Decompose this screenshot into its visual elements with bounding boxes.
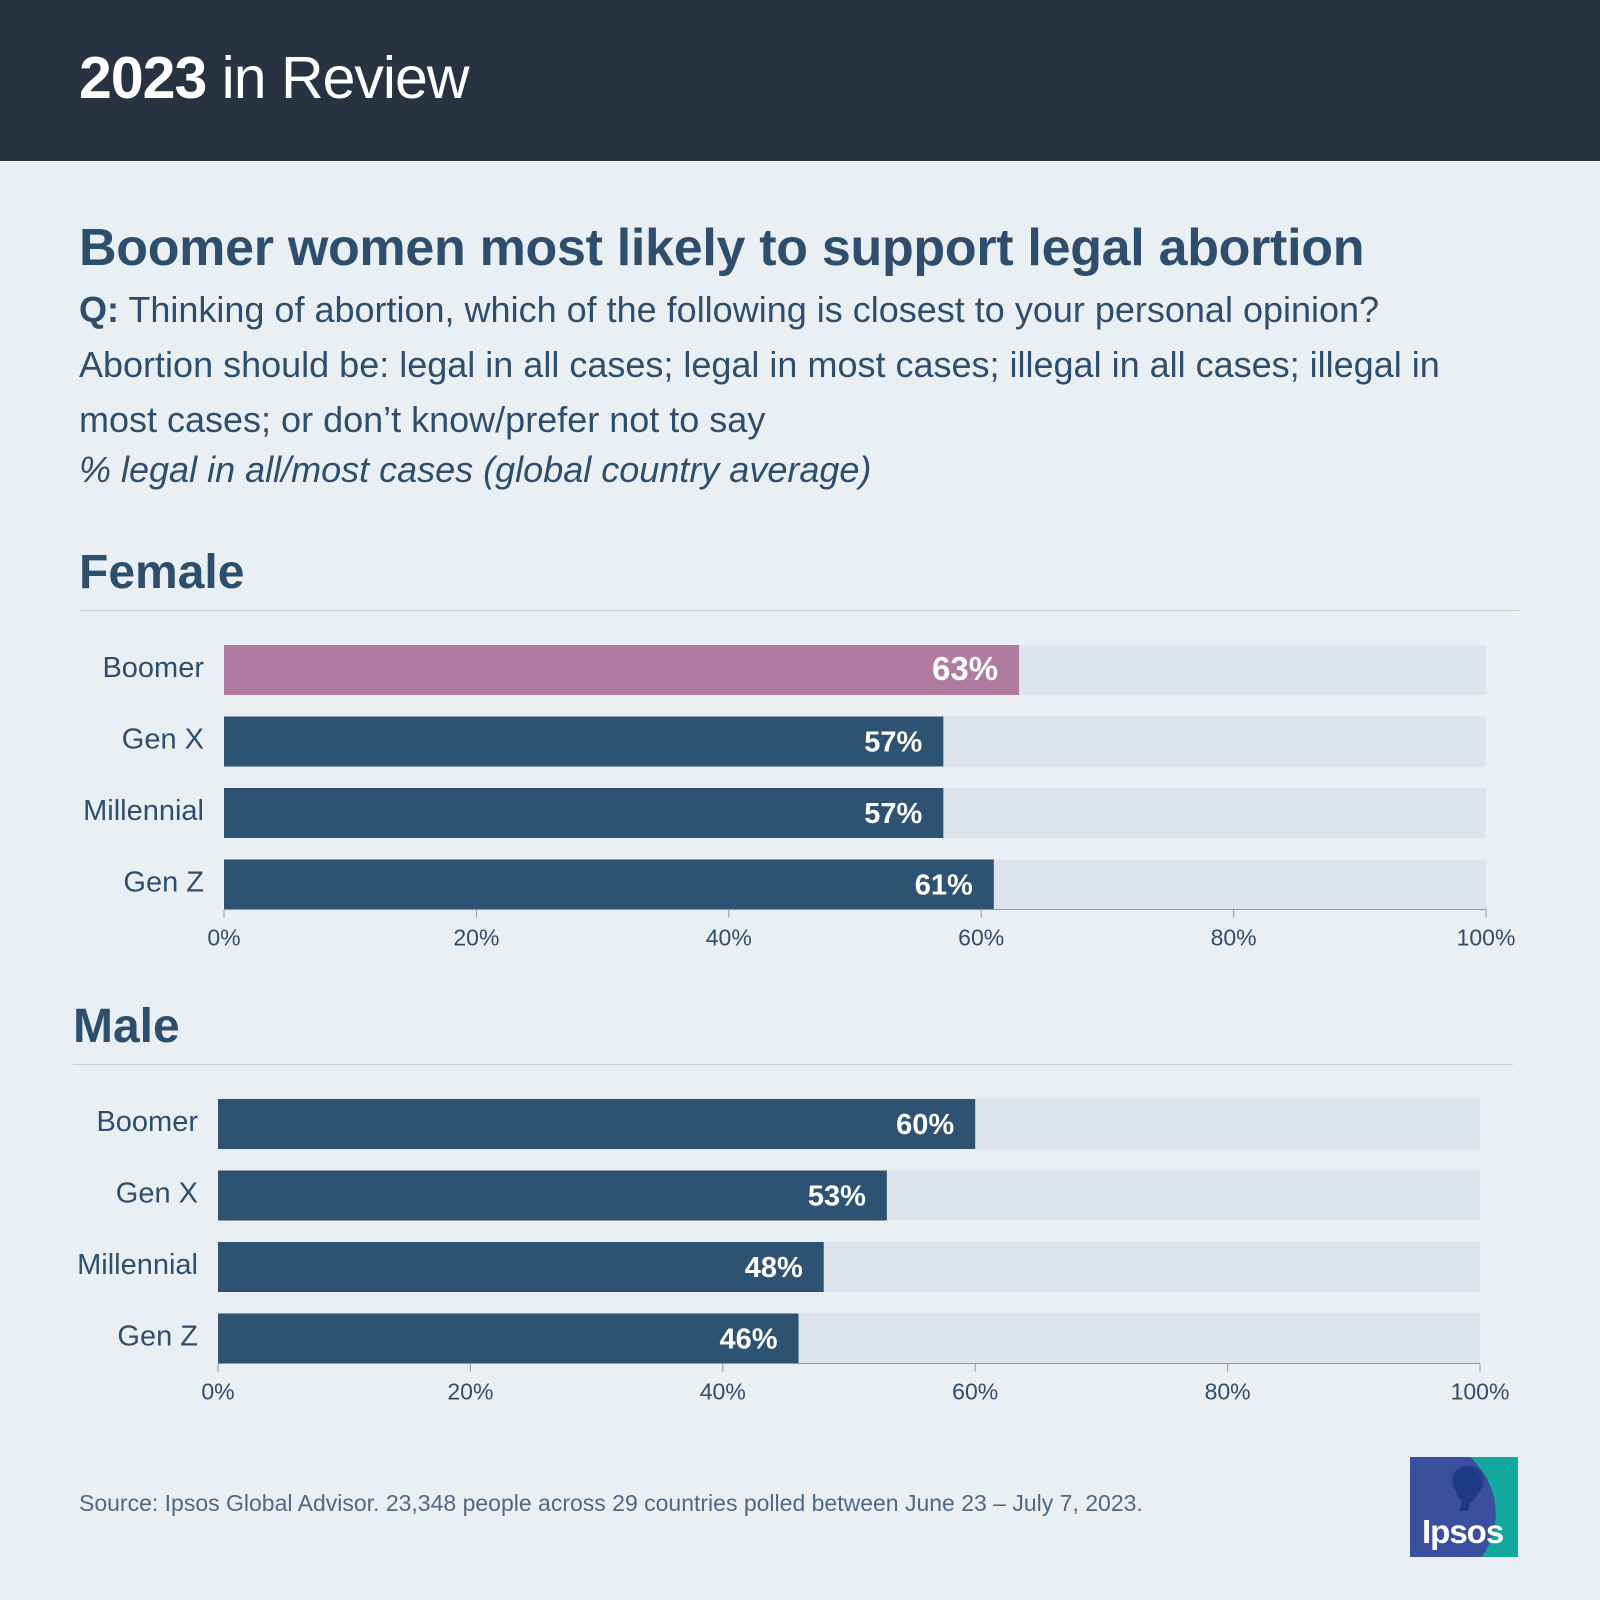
category-label: Boomer: [96, 1106, 198, 1138]
bar-value-label: 48%: [745, 1252, 803, 1284]
bar: [218, 1099, 976, 1149]
bar: [224, 645, 1020, 695]
x-tick-label: 0%: [201, 1379, 234, 1405]
bar-value-label: 46%: [719, 1324, 777, 1356]
category-label: Gen Z: [123, 867, 204, 899]
female-section-title: Female: [79, 546, 245, 599]
bar: [218, 1242, 824, 1292]
ipsos-logo: Ipsos: [1410, 1457, 1518, 1557]
category-label: Gen Z: [117, 1321, 198, 1353]
bar-value-label: 60%: [896, 1109, 954, 1141]
bar: [224, 716, 944, 767]
x-tick-label: 20%: [453, 925, 499, 951]
x-tick-label: 40%: [700, 1379, 746, 1405]
question-prefix: Q:: [79, 289, 119, 330]
x-tick-label: 40%: [706, 925, 752, 951]
category-label: Millennial: [77, 1249, 198, 1281]
category-label: Gen X: [116, 1178, 198, 1210]
x-tick-label: 100%: [1457, 925, 1516, 951]
ipsos-logo-icon: [1410, 1457, 1518, 1557]
bar-value-label: 63%: [932, 650, 998, 687]
bar-value-label: 61%: [915, 870, 973, 902]
logo-text: Ipsos: [1422, 1513, 1504, 1550]
male-section-rule: [73, 1064, 1513, 1065]
bar-value-label: 57%: [864, 798, 922, 830]
x-tick-label: 20%: [447, 1379, 493, 1405]
x-tick-label: 100%: [1451, 1379, 1510, 1405]
question-body: Thinking of abortion, which of the follo…: [79, 289, 1440, 440]
category-label: Millennial: [83, 795, 204, 827]
male-bar-chart: 60% Boomer 53% Gen X 48% Millennial 46% Gen Z0%…: [77, 1099, 1510, 1405]
question-text: Q: Thinking of abortion, which of the fo…: [79, 282, 1519, 447]
female-bar-chart: 63% Boomer 57% Gen X 57% Millennial 61% Gen Z0%…: [83, 645, 1516, 951]
headline: Boomer women most likely to support lega…: [79, 219, 1365, 277]
category-label: Boomer: [102, 652, 204, 684]
bar: [224, 788, 944, 838]
bar-value-label: 53%: [808, 1181, 866, 1213]
bar: [218, 1313, 799, 1364]
x-tick-label: 60%: [958, 925, 1004, 951]
title-year: 2023: [79, 45, 207, 111]
x-tick-label: 80%: [1205, 1379, 1251, 1405]
bar: [224, 859, 994, 910]
x-tick-label: 80%: [1211, 925, 1257, 951]
male-section-title: Male: [73, 1000, 180, 1053]
female-section-rule: [79, 610, 1519, 611]
source-note: Source: Ipsos Global Advisor. 23,348 peo…: [79, 1490, 1143, 1516]
header-banner: 2023 in Review: [0, 0, 1600, 161]
x-tick-label: 0%: [207, 925, 240, 951]
bar: [218, 1170, 887, 1221]
title-rest: in Review: [206, 45, 470, 111]
x-tick-label: 60%: [952, 1379, 998, 1405]
bar-value-label: 57%: [864, 727, 922, 759]
category-label: Gen X: [122, 724, 204, 756]
page-title: 2023 in Review: [79, 44, 470, 112]
measure-note: % legal in all/most cases (global countr…: [79, 449, 872, 490]
